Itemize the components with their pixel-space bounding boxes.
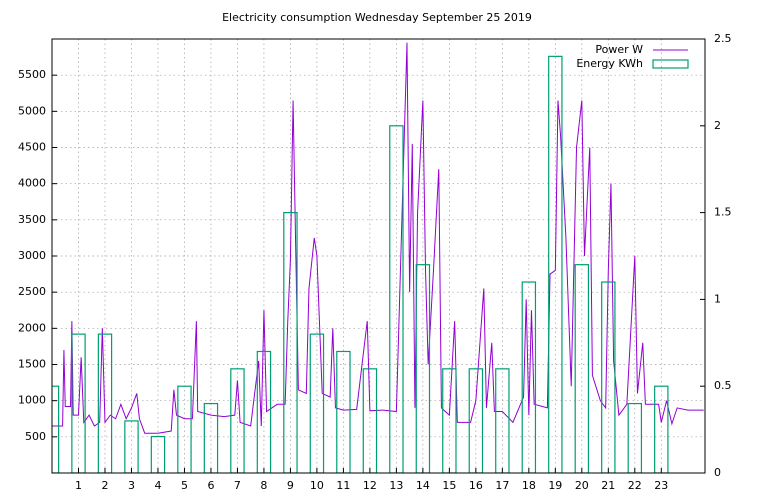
energy-box bbox=[124, 420, 139, 473]
x-tick-label: 19 bbox=[548, 479, 562, 492]
power-line bbox=[52, 42, 704, 434]
y2-tick-label: 0.5 bbox=[714, 379, 732, 392]
plot-area bbox=[52, 42, 704, 473]
energy-box bbox=[548, 55, 563, 473]
legend-label: Power W bbox=[595, 43, 643, 56]
energy-box bbox=[362, 368, 378, 473]
y-tick-label: 5000 bbox=[18, 104, 46, 117]
energy-box bbox=[601, 281, 616, 473]
y-tick-label: 1000 bbox=[18, 394, 46, 407]
x-tick-label: 23 bbox=[654, 479, 668, 492]
energy-box bbox=[230, 368, 245, 473]
x-tick-label: 13 bbox=[389, 479, 403, 492]
y2-tick-label: 0 bbox=[714, 466, 721, 479]
x-tick-label: 4 bbox=[154, 479, 161, 492]
chart-title: Electricity consumption Wednesday Septem… bbox=[222, 11, 532, 24]
y2-tick-label: 1.5 bbox=[714, 206, 732, 219]
y-tick-label: 5500 bbox=[18, 68, 46, 81]
y-tick-label: 500 bbox=[25, 430, 46, 443]
energy-box bbox=[97, 333, 113, 473]
y2-tick-label: 2.5 bbox=[714, 32, 732, 45]
y2-tick-label: 2 bbox=[714, 119, 721, 132]
x-tick-label: 21 bbox=[601, 479, 615, 492]
energy-box bbox=[52, 385, 60, 473]
y-tick-label: 2000 bbox=[18, 321, 46, 334]
y-tick-label: 3000 bbox=[18, 249, 46, 262]
energy-box bbox=[150, 435, 166, 473]
energy-box bbox=[203, 402, 219, 473]
x-tick-label: 8 bbox=[260, 479, 267, 492]
y2-tick-label: 1 bbox=[714, 292, 721, 305]
legend-swatch bbox=[652, 59, 689, 69]
energy-box bbox=[442, 368, 457, 473]
energy-box bbox=[283, 212, 298, 473]
x-tick-label: 10 bbox=[310, 479, 324, 492]
energy-box bbox=[468, 368, 484, 473]
y-tick-label: 4000 bbox=[18, 177, 46, 190]
x-tick-label: 14 bbox=[416, 479, 430, 492]
x-tick-label: 18 bbox=[522, 479, 536, 492]
x-tick-label: 11 bbox=[336, 479, 350, 492]
y-tick-label: 1500 bbox=[18, 358, 46, 371]
energy-box bbox=[654, 385, 669, 473]
x-tick-label: 22 bbox=[628, 479, 642, 492]
energy-box bbox=[336, 350, 351, 473]
x-tick-label: 3 bbox=[128, 479, 135, 492]
x-tick-label: 1 bbox=[75, 479, 82, 492]
x-tick-label: 15 bbox=[442, 479, 456, 492]
energy-box bbox=[495, 368, 510, 473]
x-tick-label: 20 bbox=[575, 479, 589, 492]
x-tick-label: 5 bbox=[181, 479, 188, 492]
energy-box bbox=[71, 333, 86, 473]
energy-box bbox=[177, 385, 192, 473]
x-tick-label: 12 bbox=[363, 479, 377, 492]
grid bbox=[52, 38, 705, 474]
energy-box bbox=[309, 333, 325, 473]
energy-box bbox=[574, 264, 590, 473]
frame bbox=[51, 38, 706, 474]
y-tick-label: 3500 bbox=[18, 213, 46, 226]
x-tick-label: 9 bbox=[287, 479, 294, 492]
energy-box bbox=[521, 281, 537, 473]
x-tick-label: 2 bbox=[101, 479, 108, 492]
y-tick-label: 2500 bbox=[18, 285, 46, 298]
energy-box bbox=[389, 125, 404, 473]
x-tick-label: 6 bbox=[207, 479, 214, 492]
y-tick-label: 4500 bbox=[18, 141, 46, 154]
x-tick-label: 16 bbox=[469, 479, 483, 492]
x-tick-label: 17 bbox=[495, 479, 509, 492]
legend-label: Energy KWh bbox=[576, 57, 643, 70]
x-tick-label: 7 bbox=[234, 479, 241, 492]
energy-box bbox=[627, 402, 643, 473]
energy-box bbox=[415, 264, 431, 473]
energy-box bbox=[256, 350, 272, 473]
